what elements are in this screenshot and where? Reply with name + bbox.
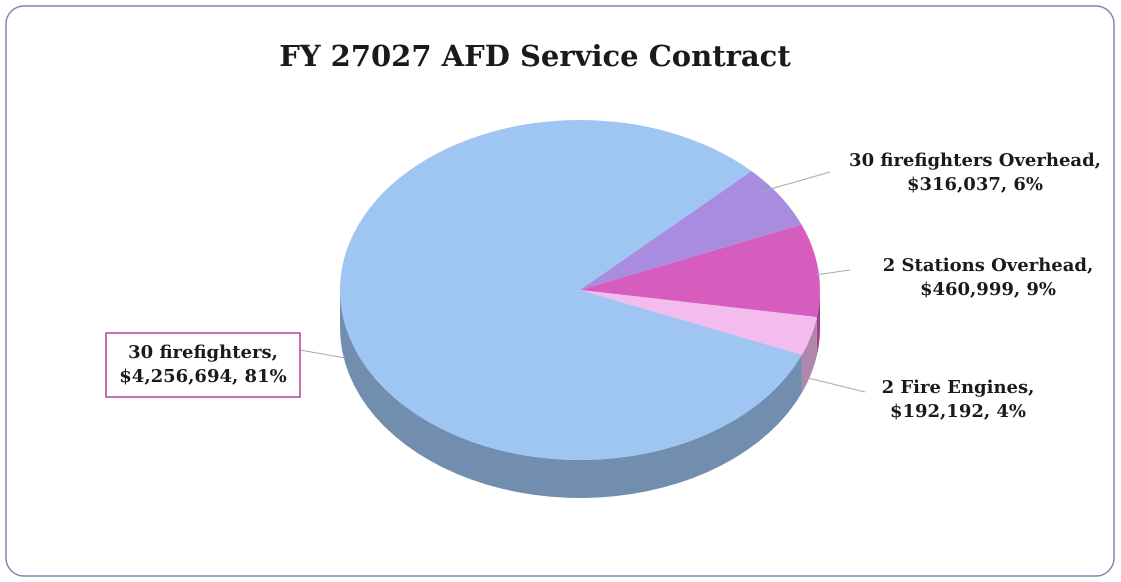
slice [580, 224, 820, 318]
data-label-line: $460,999, 9% [920, 279, 1056, 300]
data-label: 2 Fire Engines, $192,192, 4% [882, 377, 1035, 422]
slice [580, 171, 802, 290]
label-box [105, 332, 301, 398]
slice-side [801, 317, 817, 393]
chart-title: FY 27027 AFD Service Contract [279, 39, 791, 73]
slice-side [340, 290, 802, 498]
slice-side [816, 290, 820, 356]
data-label-line: 2 Fire Engines, [882, 377, 1035, 398]
leader-line [299, 349, 346, 359]
slice [340, 119, 802, 461]
data-label-line: $192,192, 4% [890, 401, 1026, 422]
data-label-line: 2 Stations Overhead, [883, 255, 1094, 276]
data-label: 30 firefighters Overhead, $316,037, 6% [849, 150, 1101, 195]
data-label-line: 30 firefighters Overhead, [849, 150, 1101, 171]
data-label-line: $316,037, 6% [907, 174, 1043, 195]
leader-line [814, 269, 851, 276]
data-label-line: $4,256,694, 81% [119, 366, 286, 387]
data-label-line: 30 firefighters, [128, 342, 278, 363]
leader-line [807, 377, 866, 393]
leader-line [759, 171, 831, 193]
slice [580, 290, 817, 355]
data-label: 30 firefighters, $4,256,694, 81% [119, 342, 286, 387]
data-label: 2 Stations Overhead, $460,999, 9% [883, 255, 1094, 300]
